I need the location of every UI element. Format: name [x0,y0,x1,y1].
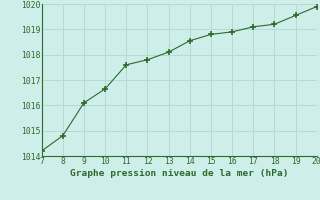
X-axis label: Graphe pression niveau de la mer (hPa): Graphe pression niveau de la mer (hPa) [70,169,288,178]
